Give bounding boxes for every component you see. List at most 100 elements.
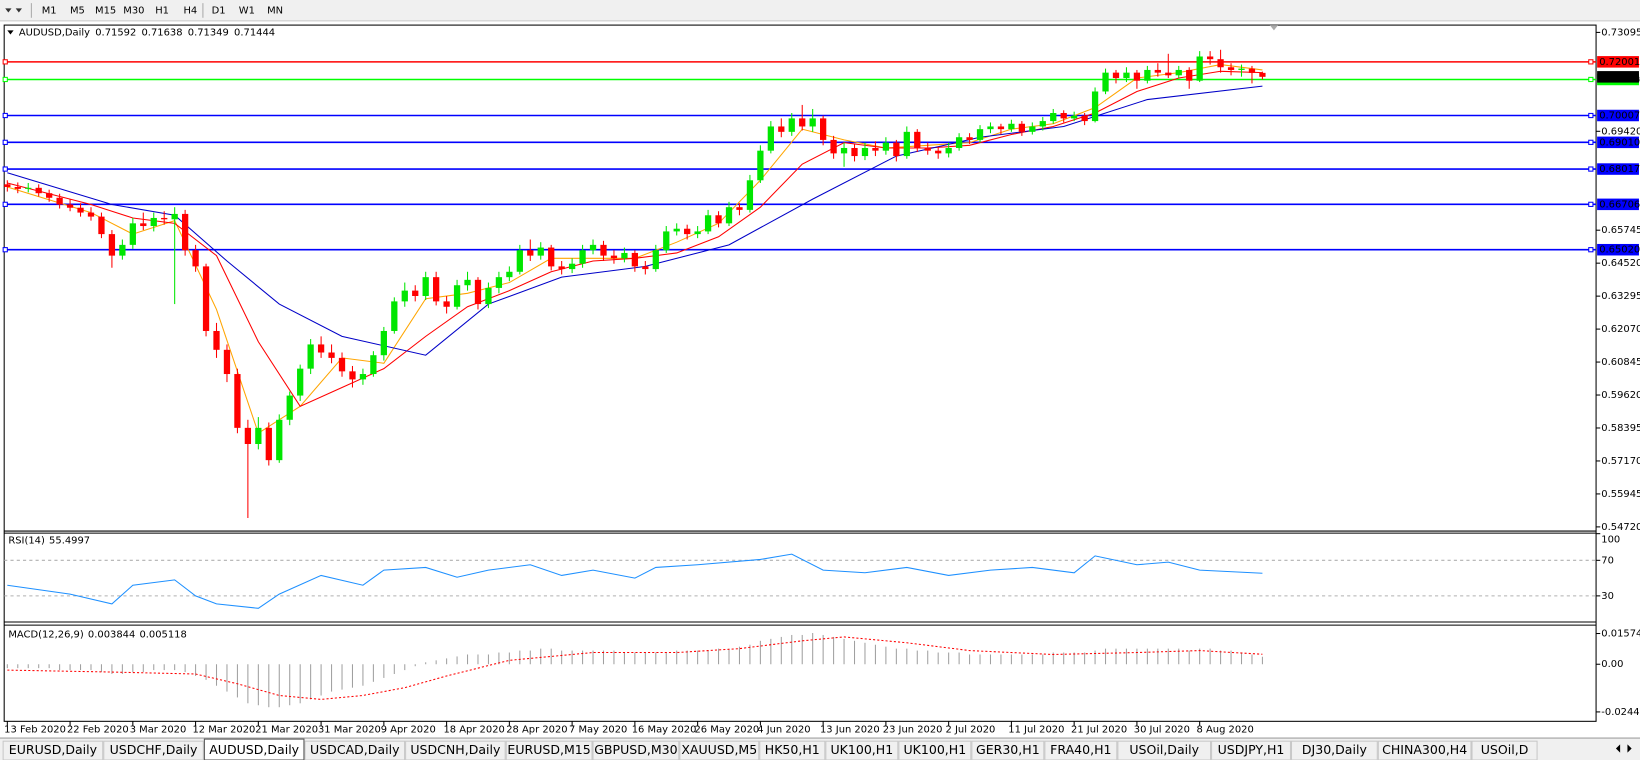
timeframe-label[interactable]: M1 <box>42 5 57 16</box>
candle-body <box>338 357 346 372</box>
tab-frame[interactable] <box>405 740 506 760</box>
tab-scroll[interactable] <box>1615 744 1632 753</box>
tab[interactable]: HK50,H1 <box>759 740 826 760</box>
tab-label[interactable]: UK100,H1 <box>903 742 966 757</box>
tab-frame[interactable] <box>1211 740 1291 760</box>
tab-frame[interactable] <box>592 740 680 760</box>
candle-body <box>1227 67 1235 70</box>
tab-frame[interactable] <box>898 740 972 760</box>
tab-frame[interactable] <box>759 740 826 760</box>
candle-body <box>1144 69 1151 81</box>
candle-body <box>370 355 377 375</box>
timeframe-button[interactable]: M1 <box>42 5 57 16</box>
tab[interactable]: USDCHF,Daily <box>103 740 204 760</box>
chart-menu-arrow[interactable] <box>7 30 14 35</box>
tab-frame[interactable] <box>203 738 305 760</box>
tab[interactable]: EURUSD,M15 <box>505 740 593 760</box>
tab-label[interactable]: USOil,Daily <box>1129 742 1199 757</box>
tab-label[interactable]: EURUSD,M15 <box>507 742 590 757</box>
timeframe-button[interactable]: M5 <box>70 5 85 16</box>
x-tick-label: 28 Apr 2020 <box>506 725 567 736</box>
tab-frame[interactable] <box>103 740 204 760</box>
candle-body <box>140 223 147 227</box>
tab-label[interactable]: CHINA300,H4 <box>1382 742 1467 757</box>
tab-frame[interactable] <box>1290 740 1378 760</box>
tab[interactable]: USOil,D <box>1471 740 1538 760</box>
tab-label[interactable]: FRA40,H1 <box>1050 742 1111 757</box>
tab-label[interactable]: EURUSD,Daily <box>9 742 98 757</box>
candle-body <box>129 223 136 245</box>
tab[interactable]: CHINA300,H4 <box>1377 740 1472 760</box>
candle-body <box>1018 123 1025 132</box>
open-value: 0.71592 <box>95 27 136 38</box>
tab-label[interactable]: UK100,H1 <box>830 742 893 757</box>
chart-shift-marker[interactable] <box>1269 25 1279 31</box>
level-handle <box>1588 76 1594 83</box>
y-tick-label: 0.60845 <box>1601 357 1640 368</box>
tab-frame[interactable] <box>2 740 104 760</box>
candle-body <box>412 290 419 296</box>
tab-frame[interactable] <box>1117 740 1212 760</box>
toolbar-dropdown[interactable] <box>5 8 12 13</box>
tab[interactable]: AUDUSD,Daily <box>203 738 305 760</box>
tab-label[interactable]: USDJPY,H1 <box>1218 742 1285 757</box>
tab-frame[interactable] <box>1471 740 1538 760</box>
timeframe-label[interactable]: H4 <box>183 5 197 16</box>
timeframe-label[interactable]: M5 <box>70 5 85 16</box>
timeframe-label[interactable]: W1 <box>239 5 255 16</box>
timeframe-button[interactable]: H1 <box>155 5 169 16</box>
tab-frame[interactable] <box>505 740 593 760</box>
timeframe-button[interactable]: M15 <box>95 5 116 16</box>
level-handle <box>2 247 8 253</box>
tab-label[interactable]: AUDUSD,Daily <box>209 742 299 757</box>
candle-body <box>788 118 795 132</box>
tab-frame[interactable] <box>1044 740 1118 760</box>
x-tick-label: 13 Feb 2020 <box>4 725 66 736</box>
toolbar-dropdown[interactable] <box>15 8 22 13</box>
timeframe-button[interactable]: H4 <box>183 5 197 16</box>
tab[interactable]: USDCAD,Daily <box>304 740 406 760</box>
level-handle <box>1588 59 1594 65</box>
timeframe-label[interactable]: M30 <box>123 5 144 16</box>
tab-label[interactable]: DJ30,Daily <box>1302 742 1368 757</box>
timeframe-label[interactable]: M15 <box>95 5 116 16</box>
tab[interactable]: USDCNH,Daily <box>405 740 506 760</box>
candle-body <box>234 374 241 428</box>
tab-frame[interactable] <box>304 740 406 760</box>
x-tick-label: 21 Jul 2020 <box>1071 725 1127 736</box>
tab[interactable]: DJ30,Daily <box>1290 740 1378 760</box>
candle-body <box>621 252 628 259</box>
timeframe-button[interactable]: MN <box>267 5 283 16</box>
tab-frame[interactable] <box>825 740 899 760</box>
timeframe-label[interactable]: D1 <box>212 5 226 16</box>
tab[interactable]: EURUSD,Daily <box>2 740 104 760</box>
tab[interactable]: FRA40,H1 <box>1044 740 1118 760</box>
tab[interactable]: GER30,H1 <box>971 740 1045 760</box>
tab[interactable]: USOil,Daily <box>1117 740 1212 760</box>
candle-body <box>213 330 220 350</box>
tab-label[interactable]: GBPUSD,M30 <box>594 742 677 757</box>
y-tick-label: 0.00 <box>1601 659 1623 670</box>
tab[interactable]: USDJPY,H1 <box>1211 740 1291 760</box>
tab-frame[interactable] <box>971 740 1045 760</box>
tab-label[interactable]: USDCHF,Daily <box>110 742 198 757</box>
tab-frame[interactable] <box>679 740 760 760</box>
tab-label[interactable]: USDCNH,Daily <box>410 742 501 757</box>
candle-body <box>1008 123 1015 130</box>
tab-label[interactable]: HK50,H1 <box>765 742 820 757</box>
timeframe-label[interactable]: H1 <box>155 5 169 16</box>
tab-label[interactable]: USOil,D <box>1481 742 1529 757</box>
timeframe-button[interactable]: W1 <box>239 5 255 16</box>
timeframe-button[interactable]: D1 <box>212 5 226 16</box>
timeframe-label[interactable]: MN <box>267 5 283 16</box>
tab-label[interactable]: XAUUSD,M5 <box>681 742 757 757</box>
tab[interactable]: UK100,H1 <box>825 740 899 760</box>
y-tick-label: 0.64520 <box>1601 258 1640 269</box>
timeframe-button[interactable]: M30 <box>123 5 144 16</box>
tab-label[interactable]: GER30,H1 <box>976 742 1040 757</box>
tab[interactable]: GBPUSD,M30 <box>592 740 680 760</box>
tab[interactable]: UK100,H1 <box>898 740 972 760</box>
tab-label[interactable]: USDCAD,Daily <box>310 742 400 757</box>
tab[interactable]: XAUUSD,M5 <box>679 740 760 760</box>
tab-frame[interactable] <box>1377 740 1472 760</box>
